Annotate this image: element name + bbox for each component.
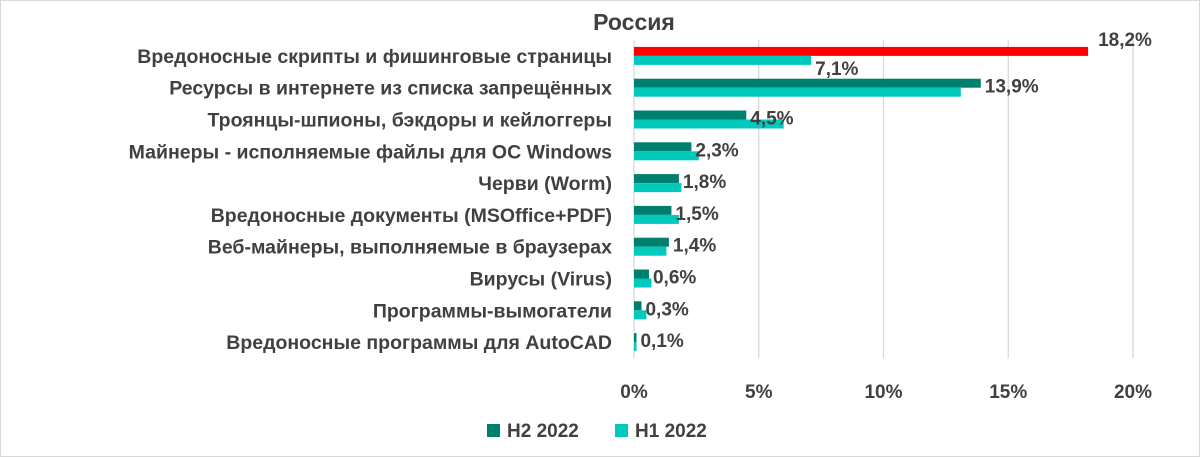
category-label: Вирусы (Virus) [470,269,612,291]
x-tick-label: 5% [745,382,773,403]
x-tick-label: 20% [1114,382,1152,403]
bar-h2-2022 [634,142,692,152]
data-label: 1,8% [683,172,726,193]
data-label: 0,1% [640,331,683,352]
category-label: Троянцы-шпионы, бэкдоры и кейлоггеры [207,110,612,132]
data-label: 0,6% [653,268,696,289]
bar-h2-2022 [634,174,679,184]
category-label: Веб-майнеры, выполняемые в браузерах [208,237,612,259]
bar-h1-2022 [634,151,699,161]
bar-h1-2022 [634,246,667,256]
category-label: Вредоносные скрипты и фишинговые страниц… [137,46,612,68]
bar-h1-2022 [634,278,652,288]
category-label: Черви (Worm) [478,173,612,195]
chart-title: Россия [593,9,675,35]
bar-h2-2022 [634,301,642,311]
legend-label: H2 2022 [507,421,579,442]
bar-h2-2022 [634,78,981,88]
data-label: 0,3% [645,299,688,320]
legend-label: H1 2022 [635,421,707,442]
bar-h2-2022 [634,237,669,247]
data-label: 13,9% [985,77,1039,98]
data-label: 1,5% [675,204,718,225]
bar-h1-2022 [634,214,679,224]
x-tick-label: 15% [989,382,1027,403]
x-tick-label: 10% [864,382,902,403]
bar-h1-2022 [634,183,682,193]
data-label: 2,3% [695,140,738,161]
category-label: Майнеры - исполняемые файлы для ОС Windo… [129,141,612,163]
data-label: 4,5% [750,109,793,130]
bar-h2-2022 [634,46,1089,56]
data-label: 7,1% [815,59,858,80]
bar-h1-2022 [634,87,961,97]
x-tick-label: 0% [620,382,648,403]
bar-h2-2022 [634,205,672,215]
bar-h1-2022 [634,55,812,65]
bar-h2-2022 [634,110,747,120]
bar-h1-2022 [634,310,647,320]
bar-h1-2022 [634,342,637,352]
category-label: Вредоносные документы (MSOffice+PDF) [211,205,612,227]
bar-h1-2022 [634,119,784,129]
bar-h2-2022 [634,333,637,343]
legend-swatch [615,424,628,437]
data-label: 18,2% [1098,30,1152,51]
category-label: Программы-вымогатели [373,300,612,322]
legend-swatch [487,424,500,437]
bar-h2-2022 [634,269,649,279]
category-label: Ресурсы в интернете из списка запрещённы… [169,78,612,100]
data-label: 1,4% [673,236,716,257]
category-label: Вредоносные программы для AutoCAD [226,332,612,354]
